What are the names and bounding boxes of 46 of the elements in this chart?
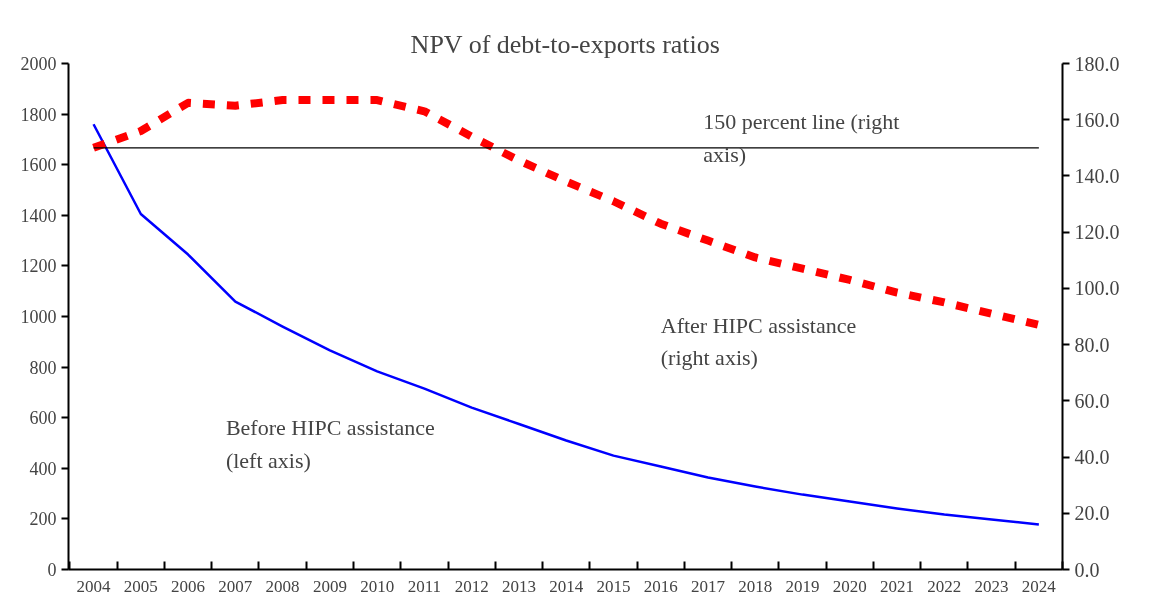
- y2-tick-label: 100.0: [1074, 277, 1120, 300]
- series-label: Before HIPC assistance (left axis): [225, 415, 435, 473]
- x-tick-label: 2013: [501, 576, 536, 596]
- x-tick-label: 2024: [1021, 576, 1057, 596]
- y-tick-label: 800: [29, 357, 57, 378]
- x-tick-label: 2021: [880, 576, 915, 596]
- x-tick-label: 2008: [265, 576, 300, 596]
- y-tick-label: 1000: [20, 307, 57, 327]
- x-tick-label: 2010: [360, 576, 395, 596]
- x-tick-label: 2004: [76, 576, 112, 596]
- y2-tick-label: 80.0: [1074, 333, 1110, 356]
- y2-tick-label: 60.0: [1074, 389, 1110, 412]
- x-tick-label: 2020: [832, 576, 867, 596]
- y-tick-label: 1600: [20, 155, 57, 176]
- x-tick-label: 2015: [596, 576, 631, 596]
- x-tick-label: 2022: [927, 576, 962, 596]
- x-tick-label: 2023: [974, 576, 1009, 596]
- x-tick-label: 2005: [123, 576, 158, 596]
- x-tick-label: 2012: [454, 576, 489, 596]
- y-tick-label: 200: [29, 509, 57, 530]
- x-tick-label: 2007: [218, 576, 253, 596]
- x-tick-label: 2017: [691, 576, 726, 596]
- y-tick-label: 1200: [20, 256, 57, 277]
- y-tick-label: 600: [29, 408, 57, 429]
- y-tick-label: 1400: [20, 205, 57, 226]
- chart-title: NPV of debt-to-exports ratios: [410, 29, 720, 59]
- y-tick-label: 2000: [20, 54, 57, 74]
- x-tick-label: 2006: [171, 576, 206, 596]
- ref-line-label: 150 percent line (right axis): [703, 109, 900, 167]
- y-tick-label: 0: [47, 560, 57, 580]
- x-tick-label: 2019: [785, 576, 820, 596]
- x-tick-label: 2018: [738, 576, 773, 596]
- y2-tick-label: 140.0: [1074, 164, 1120, 187]
- y2-tick-label: 180.0: [1074, 52, 1120, 75]
- y-tick-label: 400: [29, 458, 57, 479]
- y2-tick-label: 0.0: [1074, 558, 1100, 581]
- x-tick-label: 2009: [312, 576, 347, 596]
- x-tick-label: 2014: [549, 576, 584, 596]
- y2-tick-label: 40.0: [1074, 446, 1110, 469]
- x-tick-label: 2016: [643, 576, 678, 596]
- y-tick-label: 1800: [20, 104, 57, 125]
- x-tick-label: 2011: [407, 576, 442, 596]
- y2-tick-label: 120.0: [1074, 221, 1120, 244]
- y2-tick-label: 20.0: [1074, 502, 1110, 525]
- y2-tick-label: 160.0: [1074, 108, 1120, 131]
- series-label: After HIPC assistance (right axis): [660, 312, 857, 371]
